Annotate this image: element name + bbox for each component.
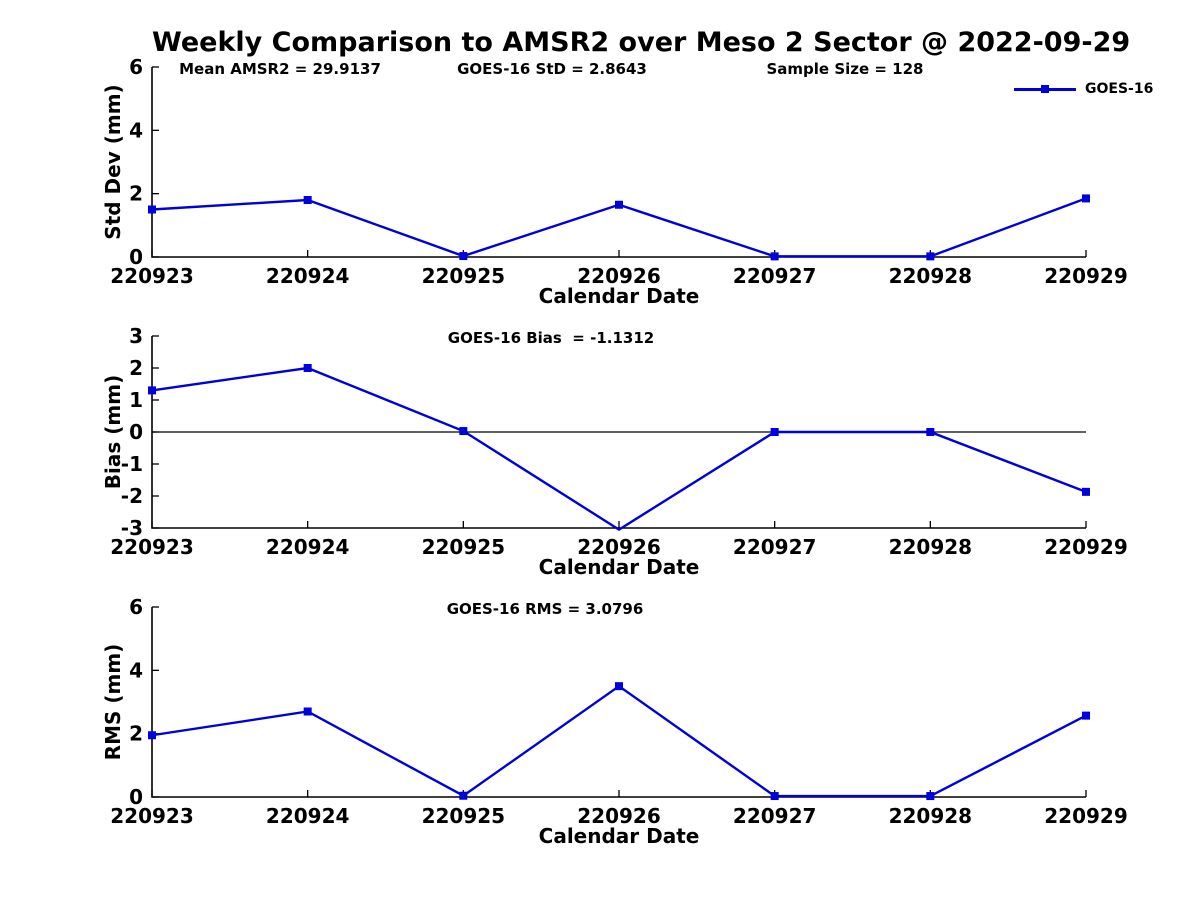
stat-annotation: GOES-16 Bias = -1.1312 bbox=[448, 329, 654, 347]
x-tick-label: 220926 bbox=[577, 535, 661, 559]
data-point-marker bbox=[615, 682, 623, 691]
x-tick-label: 220929 bbox=[1044, 804, 1128, 828]
x-tick-label: 220927 bbox=[733, 535, 817, 559]
y-tick-label: -2 bbox=[121, 484, 143, 508]
y-tick-label: 4 bbox=[129, 118, 143, 142]
legend-line-sample bbox=[1014, 84, 1076, 93]
stat-annotation: GOES-16 RMS = 3.0796 bbox=[447, 600, 644, 618]
x-axis-label: Calendar Date bbox=[539, 284, 700, 308]
data-point-marker bbox=[770, 428, 779, 436]
chart-bias: -3 -2 -1 0 1 2 3 220923 220924 220925 220926 220927… bbox=[101, 324, 1128, 579]
x-tick-label: 220927 bbox=[733, 804, 817, 828]
x-tick-label: 220923 bbox=[110, 804, 194, 828]
y-tick-label: 2 bbox=[129, 182, 143, 206]
series-line bbox=[151, 366, 1087, 532]
x-tick-label: 220924 bbox=[266, 804, 350, 828]
y-tick-label: 1 bbox=[129, 388, 143, 412]
x-tick-label: 220924 bbox=[266, 264, 350, 288]
y-axis-label: Std Dev (mm) bbox=[101, 84, 125, 239]
x-tick-label: 220928 bbox=[889, 264, 973, 288]
x-tick-label: 220924 bbox=[266, 535, 350, 559]
data-point-marker bbox=[303, 707, 312, 716]
x-axis-label: Calendar Date bbox=[539, 824, 700, 848]
y-tick-label: -3 bbox=[121, 516, 143, 540]
x-tick-label: 220925 bbox=[422, 804, 506, 828]
data-point-marker bbox=[148, 731, 156, 740]
x-tick-label: 220928 bbox=[889, 535, 973, 559]
axes bbox=[151, 607, 1086, 798]
data-point-marker bbox=[926, 252, 935, 261]
data-point-marker bbox=[148, 205, 156, 214]
y-axis-label: RMS (mm) bbox=[101, 644, 125, 761]
x-tick-label: 220923 bbox=[110, 535, 194, 559]
x-tick-label: 220928 bbox=[889, 804, 973, 828]
axes bbox=[151, 67, 1086, 258]
y-tick-label: 6 bbox=[129, 55, 143, 79]
stat-annotation: GOES-16 StD = 2.8643 bbox=[457, 60, 647, 78]
legend: GOES-16 bbox=[1014, 80, 1153, 98]
data-point-marker bbox=[770, 252, 779, 261]
data-point-marker bbox=[1082, 711, 1090, 720]
x-axis-label: Calendar Date bbox=[539, 555, 700, 579]
data-point-marker bbox=[770, 792, 779, 801]
series-line bbox=[151, 684, 1087, 798]
y-tick-label: 0 bbox=[129, 245, 143, 269]
data-point-marker bbox=[926, 428, 935, 436]
figure-title: Weekly Comparison to AMSR2 over Meso 2 S… bbox=[152, 27, 1131, 58]
x-tick-label: 220926 bbox=[577, 264, 661, 288]
y-axis-label: Bias (mm) bbox=[101, 375, 125, 489]
data-point-marker bbox=[1082, 194, 1090, 203]
y-tick-label: 2 bbox=[129, 722, 143, 746]
legend-label: GOES-16 bbox=[1085, 81, 1154, 97]
y-tick-label: -1 bbox=[121, 452, 143, 476]
data-point-marker bbox=[303, 364, 312, 372]
x-tick-label: 220929 bbox=[1044, 264, 1128, 288]
legend-square-marker-icon bbox=[1041, 84, 1049, 93]
x-tick-label: 220926 bbox=[577, 804, 661, 828]
data-point-marker bbox=[303, 196, 312, 204]
stat-annotation: Mean AMSR2 = 29.9137 bbox=[179, 60, 381, 78]
x-tick-label: 220925 bbox=[422, 264, 506, 288]
data-point-marker bbox=[1082, 487, 1090, 496]
y-tick-label: 4 bbox=[129, 658, 143, 682]
chart-std-dev: 0 2 4 6 220923 220924 220925 220926 220927 220928… bbox=[101, 55, 1128, 308]
x-tick-label: 220925 bbox=[422, 535, 506, 559]
y-tick-label: 6 bbox=[129, 595, 143, 619]
data-point-marker bbox=[459, 791, 468, 800]
data-point-marker bbox=[926, 792, 935, 801]
x-tick-label: 220929 bbox=[1044, 535, 1128, 559]
data-point-marker bbox=[615, 200, 623, 209]
y-tick-label: 2 bbox=[129, 356, 143, 380]
data-point-marker bbox=[148, 386, 156, 395]
data-point-marker bbox=[459, 252, 468, 261]
chart-rms: 0 2 4 6 220923 220924 220925 220926 220927 220928… bbox=[101, 595, 1128, 848]
data-point-marker bbox=[459, 427, 468, 436]
y-tick-label: 0 bbox=[129, 785, 143, 809]
stat-annotation: Sample Size = 128 bbox=[766, 60, 923, 78]
x-tick-label: 220927 bbox=[733, 264, 817, 288]
y-tick-label: 3 bbox=[129, 324, 143, 348]
y-tick-label: 0 bbox=[129, 420, 143, 444]
x-tick-label: 220923 bbox=[110, 264, 194, 288]
